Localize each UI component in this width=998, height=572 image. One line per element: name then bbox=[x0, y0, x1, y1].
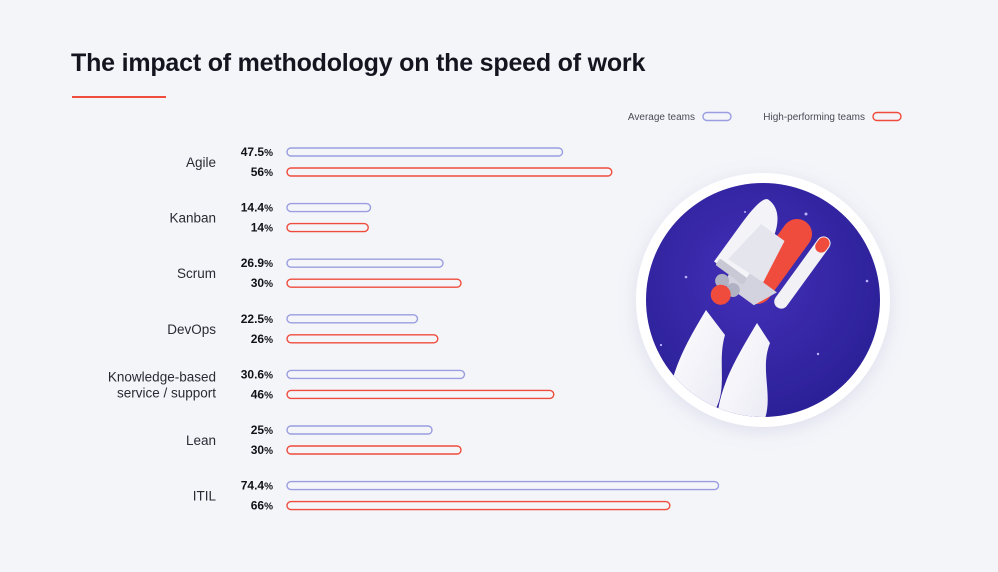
category-label-knowledge-based-service-support-line-1: Knowledge-based bbox=[108, 369, 216, 384]
bar-avg-devops bbox=[286, 314, 419, 324]
bar-avg-kanban bbox=[286, 202, 372, 213]
value-label-avg-lean: 25% bbox=[251, 423, 273, 437]
legend-label-high: High-performing teams bbox=[763, 112, 865, 123]
bar-high-knowledge-based-service-support bbox=[286, 389, 555, 400]
category-label-devops: DevOps bbox=[167, 322, 216, 337]
legend: Average teams High-performing teams bbox=[628, 111, 902, 123]
bars-group: Agile 47.5% 56% Kanban 14.4% 14% Scrum 26.9% 30%… bbox=[108, 145, 720, 513]
value-label-avg-itil: 74.4% bbox=[241, 479, 273, 493]
value-label-avg-kanban: 14.4% bbox=[241, 201, 273, 215]
bar-high-lean bbox=[286, 445, 462, 455]
bar-high-scrum bbox=[286, 278, 462, 288]
title-underline bbox=[72, 96, 166, 98]
value-label-high-knowledge-based-service-support: 46% bbox=[251, 387, 273, 401]
bar-high-itil bbox=[286, 500, 671, 511]
legend-swatch-avg bbox=[702, 111, 732, 122]
chart-title: The impact of methodology on the speed o… bbox=[71, 49, 646, 77]
value-label-high-lean: 30% bbox=[251, 443, 273, 457]
legend-label-avg: Average teams bbox=[628, 112, 695, 123]
category-label-scrum: Scrum bbox=[177, 266, 216, 281]
value-label-avg-devops: 22.5% bbox=[241, 312, 273, 326]
bar-high-devops bbox=[286, 334, 439, 344]
value-label-avg-scrum: 26.9% bbox=[241, 256, 273, 270]
value-label-high-agile: 56% bbox=[251, 165, 273, 179]
bar-avg-agile bbox=[286, 147, 564, 157]
bar-high-kanban bbox=[286, 222, 369, 233]
bar-avg-knowledge-based-service-support bbox=[286, 369, 466, 380]
value-label-avg-knowledge-based-service-support: 30.6% bbox=[241, 367, 273, 381]
category-label-agile: Agile bbox=[186, 155, 216, 170]
bar-avg-itil bbox=[286, 480, 720, 491]
value-label-high-itil: 66% bbox=[251, 499, 273, 513]
value-label-high-kanban: 14% bbox=[251, 221, 273, 235]
category-label-itil: ITIL bbox=[193, 489, 217, 504]
category-label-kanban: Kanban bbox=[169, 211, 216, 226]
bar-avg-lean bbox=[286, 425, 433, 435]
legend-swatch-high bbox=[872, 111, 902, 122]
value-label-high-scrum: 30% bbox=[251, 276, 273, 290]
category-label-knowledge-based-service-support-line-2: service / support bbox=[117, 385, 216, 400]
value-label-high-devops: 26% bbox=[251, 332, 273, 346]
category-label-lean: Lean bbox=[186, 433, 216, 448]
rocket-illustration bbox=[636, 173, 890, 427]
bar-avg-scrum bbox=[286, 258, 444, 268]
bar-high-agile bbox=[286, 167, 613, 177]
value-label-avg-agile: 47.5% bbox=[241, 145, 273, 159]
